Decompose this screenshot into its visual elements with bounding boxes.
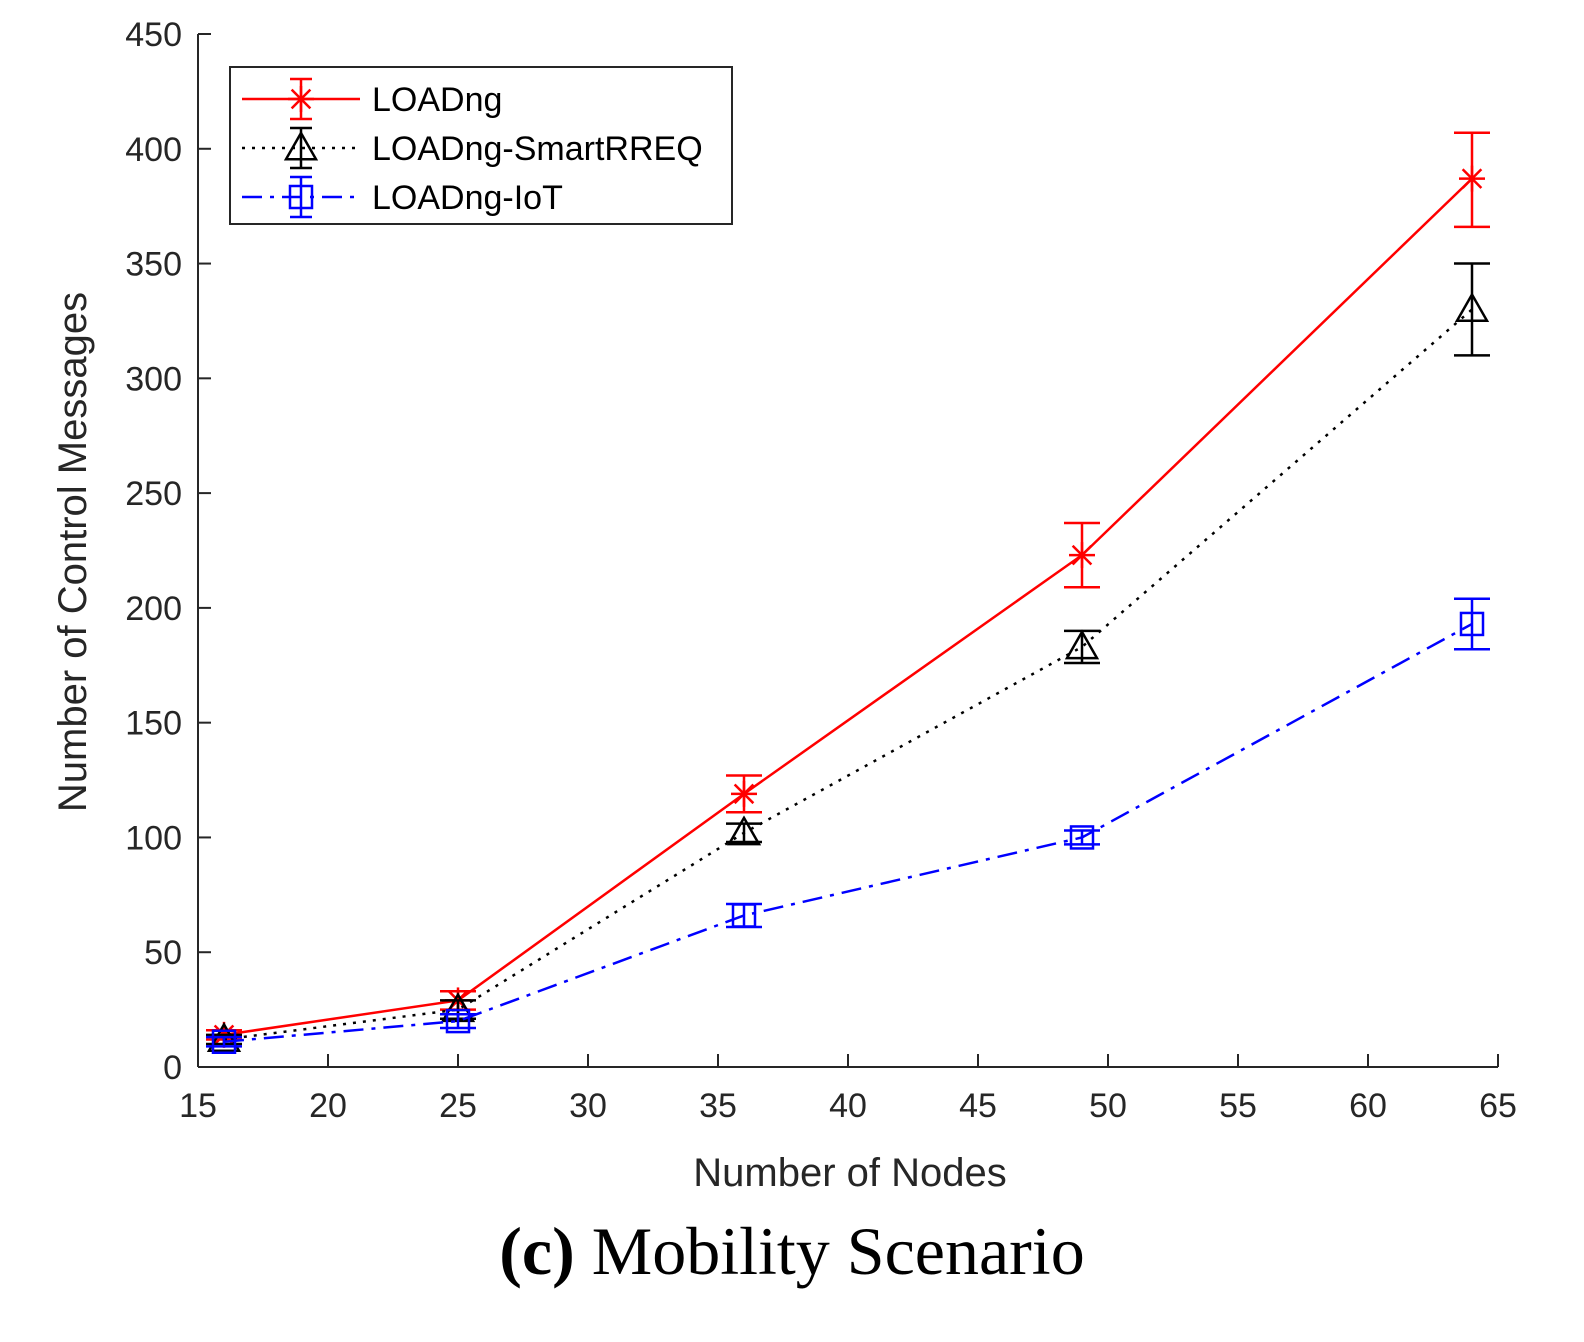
legend-label: LOADng-SmartRREQ [372, 130, 703, 168]
error-bar [1064, 829, 1100, 846]
caption-tag: (c) [499, 1213, 575, 1289]
x-tick-label: 60 [1349, 1087, 1387, 1125]
x-tick-label: 40 [829, 1087, 867, 1125]
series-loadng [206, 131, 1490, 1048]
y-tick-label: 250 [125, 475, 182, 513]
x-tick-label: 20 [309, 1087, 347, 1125]
caption-text: Mobility Scenario [591, 1213, 1085, 1289]
y-axis-title: Number of Control Messages [51, 292, 95, 812]
x-tick-label: 50 [1089, 1087, 1127, 1125]
x-tick-label: 45 [959, 1087, 997, 1125]
x-tick-label: 55 [1219, 1087, 1257, 1125]
y-tick-label: 50 [144, 934, 182, 972]
x-tick-label: 30 [569, 1087, 607, 1125]
y-tick-label: 100 [125, 819, 182, 857]
data-point [1069, 825, 1095, 850]
series-line [223, 622, 1473, 1043]
legend-marker [288, 184, 314, 210]
y-tick-label: 0 [163, 1049, 182, 1087]
x-tick-label: 35 [699, 1087, 737, 1125]
data-point [1064, 629, 1100, 660]
error-bar [726, 822, 762, 844]
series-line [223, 177, 1473, 1037]
data-point [1459, 611, 1485, 637]
y-tick-label: 350 [125, 246, 182, 284]
y-tick-label: 450 [125, 16, 182, 54]
legend-error-bar [290, 175, 312, 219]
series-layer [206, 131, 1490, 1054]
error-bar [1454, 262, 1490, 357]
data-point [731, 780, 757, 807]
x-tick-label: 15 [179, 1087, 217, 1125]
data-point [1069, 542, 1095, 569]
data-point [731, 903, 757, 928]
data-point [1454, 291, 1490, 322]
data-point [726, 815, 762, 846]
error-bar [1454, 597, 1490, 651]
legend-item: LOADng-IoT [242, 175, 563, 219]
x-tick-label: 65 [1479, 1087, 1517, 1125]
series-loadng-smartrreq [206, 262, 1490, 1052]
legend: LOADng LOADng-SmartRREQ LOADng-IoT [229, 66, 733, 225]
data-point [1459, 165, 1485, 192]
legend-item: LOADng [242, 77, 502, 121]
x-axis-title: Number of Nodes [693, 1151, 1006, 1195]
y-tick-label: 200 [125, 590, 182, 628]
series-line [223, 308, 1473, 1041]
data-point [445, 1008, 471, 1034]
error-bar [726, 902, 762, 929]
legend-label: LOADng [372, 81, 502, 119]
series-loadng-iot [206, 597, 1490, 1054]
axes: 15 20 25 30 35 40 45 50 55 60 65 0 50 100 150 200 250 300… [125, 16, 1517, 1125]
legend-marker [288, 86, 314, 112]
y-tick-label: 300 [125, 360, 182, 398]
data-point [211, 1029, 237, 1054]
figure-caption: (c) Mobility Scenario [0, 1212, 1584, 1291]
legend-item: LOADng-SmartRREQ [242, 126, 703, 170]
x-tick-label: 25 [439, 1087, 477, 1125]
y-tick-label: 400 [125, 131, 182, 169]
y-tick-label: 150 [125, 705, 182, 743]
legend-marker [283, 130, 319, 161]
legend-label: LOADng-IoT [372, 179, 563, 217]
